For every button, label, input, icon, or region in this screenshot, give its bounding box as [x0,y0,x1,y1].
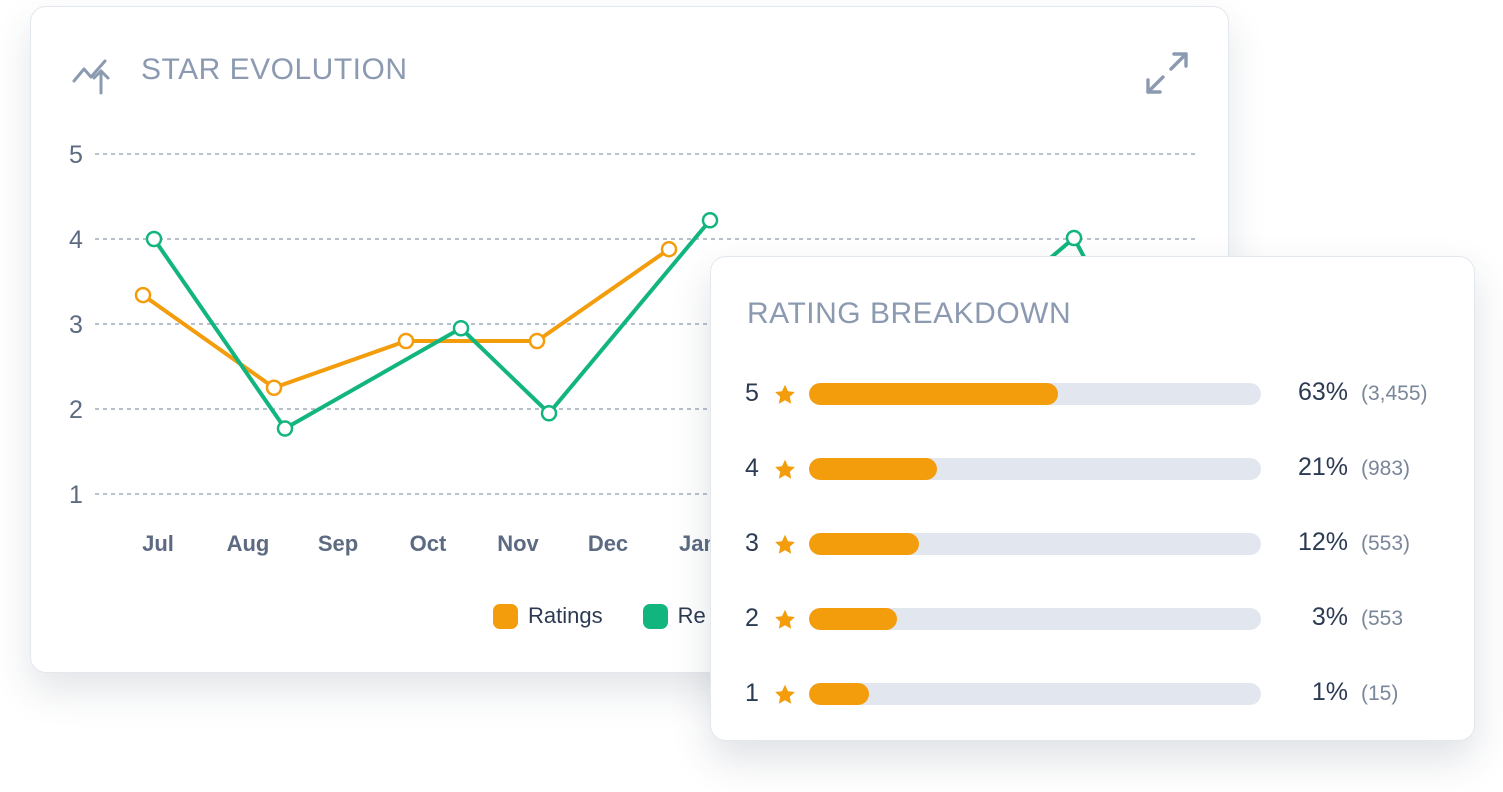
rating-percent: 12% [1297,528,1348,556]
rating-row-3: 3 12% (553) [711,524,1474,564]
rating-row-1: 1 1% (15) [711,674,1474,714]
rating-row-4: 4 21% (983) [711,449,1474,489]
star-icon [773,533,797,562]
data-point [276,420,294,437]
rating-row-5: 5 63% (3,455) [711,374,1474,414]
rating-bar-track [809,533,1261,555]
legend-label-ratings: Ratings [528,603,603,628]
data-point [540,405,558,422]
rating-bar-track [809,608,1261,630]
rating-bar-fill [809,683,870,705]
rating-bar-track [809,683,1261,705]
rating-stars-value: 2 [745,604,759,632]
data-point [134,286,152,304]
rating-bar-fill [809,458,937,480]
rating-percent: 21% [1297,453,1348,481]
y-tick-label: 5 [69,141,83,169]
rating-stars-value: 5 [745,379,759,407]
star-icon [773,683,797,712]
chart-legend: Ratings Re [493,603,746,629]
y-tick-label: 2 [69,396,83,424]
y-tick-label: 4 [69,226,83,254]
y-tick-label: 1 [69,481,83,509]
star-icon [773,458,797,487]
data-point [145,230,163,248]
rating-count: (553) [1361,532,1411,555]
y-tick-label: 3 [69,311,83,339]
legend-swatch-reviews [642,603,668,629]
data-point [660,240,678,258]
rating-count: (983) [1361,457,1411,480]
rating-bar-fill [809,383,1058,405]
x-tick-label: Nov [497,531,539,556]
rating-percent: 3% [1311,603,1348,631]
star-evolution-title: STAR EVOLUTION [141,53,408,86]
rating-count: (15) [1361,682,1399,705]
rating-stars-value: 1 [745,679,759,707]
rating-row-2: 2 3% (553 [711,599,1474,639]
data-point [452,320,470,337]
star-icon [773,608,797,637]
data-point [528,332,546,350]
rating-count: (3,455) [1361,382,1428,405]
x-tick-label: Dec [588,531,628,556]
rating-percent: 63% [1297,378,1348,406]
rating-bar-track [809,458,1261,480]
trend-up-icon [71,51,117,102]
rating-breakdown-title: RATING BREAKDOWN [747,297,1072,330]
x-tick-label: Jul [142,531,174,556]
x-tick-label: Aug [227,531,270,556]
rating-percent: 1% [1311,678,1348,706]
data-point [397,332,415,350]
data-point [265,379,283,396]
expand-icon[interactable] [1143,49,1191,102]
x-tick-label: Sep [318,531,358,556]
rating-count: (553 [1361,607,1404,630]
star-icon [773,383,797,412]
legend-item-ratings[interactable]: Ratings [493,603,603,629]
legend-item-reviews[interactable]: Re [642,603,706,629]
rating-stars-value: 4 [745,454,759,482]
x-tick-label: Oct [410,531,447,556]
rating-bar-track [809,383,1261,405]
data-point [701,212,719,229]
rating-bar-fill [809,608,898,630]
legend-swatch-ratings [493,603,518,629]
rating-stars-value: 3 [745,529,759,557]
legend-label-reviews: Re [677,603,706,628]
rating-bar-fill [809,533,919,555]
rating-breakdown-card: RATING BREAKDOWN 5 63% (3,455) 4 21% (983) 3 12… [710,256,1475,741]
data-point [1065,229,1083,247]
